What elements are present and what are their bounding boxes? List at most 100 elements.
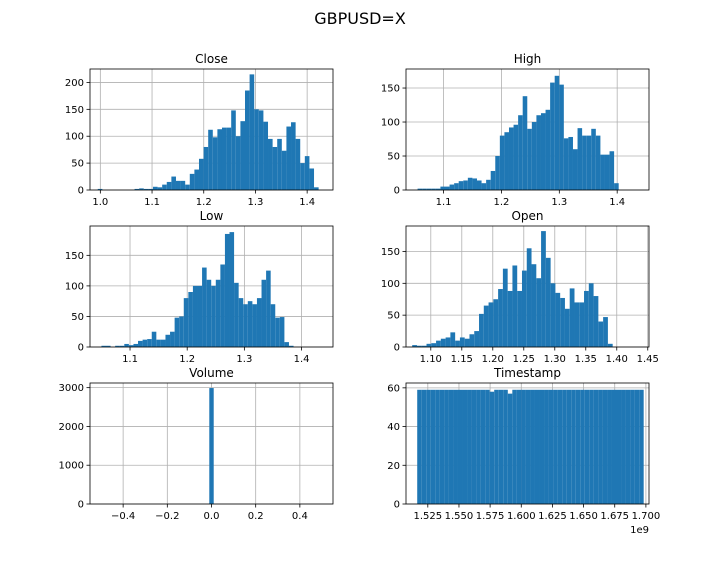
low-bar-6 [128, 345, 134, 347]
timestamp-xtick-label-3: 1.600 [507, 511, 536, 522]
open-xtick-label-7: 1.45 [637, 354, 659, 365]
timestamp-bar-45 [621, 389, 626, 504]
timestamp-bar-9 [457, 389, 463, 504]
high-bar-40 [600, 154, 605, 190]
low-bar-39 [279, 317, 285, 347]
low-bar-37 [270, 304, 276, 347]
low-bar-28 [229, 232, 235, 347]
timestamp-bar-38 [589, 389, 594, 504]
high-xtick-label-2: 1.3 [551, 197, 567, 208]
timestamp-bar-24 [525, 389, 531, 504]
volume-title: Volume [189, 366, 234, 380]
timestamp-xtick-label-5: 1.650 [569, 511, 598, 522]
high-bar-10 [463, 180, 468, 190]
close-ytick-label-1: 50 [71, 159, 84, 170]
close-bar-32 [245, 90, 250, 190]
open-bar-34 [574, 302, 580, 347]
close-bar-19 [185, 184, 190, 190]
low-bar-19 [188, 292, 193, 347]
timestamp-bar-48 [634, 389, 640, 504]
close-bar-13 [157, 187, 163, 190]
high-bar-30 [554, 75, 560, 190]
low-bar-5 [124, 343, 129, 347]
timestamp-ytick-label-1: 20 [387, 461, 400, 472]
high-bar-36 [582, 135, 587, 190]
timestamp-bar-30 [553, 389, 558, 504]
high-bar-26 [536, 115, 541, 190]
low-xtick-label-2: 1.3 [236, 354, 252, 365]
open-bar-23 [521, 270, 527, 347]
low-bar-38 [275, 317, 280, 347]
high-bar-38 [591, 128, 596, 190]
close-bar-24 [208, 129, 213, 190]
high-bar-4 [435, 188, 441, 190]
high-bar-31 [559, 84, 564, 190]
open-bar-20 [507, 290, 513, 347]
open-bar-26 [536, 278, 542, 347]
low-bar-29 [234, 282, 239, 347]
timestamp-bar-19 [503, 389, 508, 504]
timestamp-bar-34 [571, 389, 576, 504]
low-bar-31 [243, 304, 248, 347]
open-xtick-label-3: 1.25 [513, 354, 535, 365]
timestamp-bar-46 [625, 389, 631, 504]
timestamp-bar-11 [467, 389, 472, 504]
timestamp-bar-4 [435, 389, 440, 504]
open-bar-2 [421, 345, 427, 347]
timestamp-bar-26 [534, 389, 540, 504]
open-bar-31 [560, 297, 565, 347]
high-bar-11 [467, 177, 473, 190]
open-bar-6 [440, 338, 446, 347]
subplot-close: 1.0 1.1 1.2 1.3 1.4 0 50 100 150 200 Close [65, 52, 334, 208]
timestamp-bar-39 [593, 389, 599, 504]
low-bar-30 [238, 298, 244, 347]
close-bar-35 [258, 110, 264, 190]
high-ytick-label-3: 150 [381, 84, 400, 95]
high-bar-3 [431, 188, 436, 190]
open-bar-32 [564, 308, 570, 347]
high-bar-13 [476, 180, 482, 190]
timestamp-bar-10 [462, 389, 468, 504]
timestamp-bar-41 [602, 389, 608, 504]
high-bar-33 [568, 136, 573, 190]
open-bar-14 [479, 313, 484, 347]
volume-ytick-label-2: 2000 [59, 422, 84, 433]
timestamp-xtick-label-6: 1.675 [600, 511, 629, 522]
timestamp-bar-14 [480, 389, 486, 504]
close-bar-36 [263, 121, 269, 190]
open-bar-39 [598, 321, 604, 347]
open-ytick-label-3: 150 [381, 247, 400, 258]
open-xtick-label-2: 1.20 [482, 354, 504, 365]
timestamp-bar-37 [584, 389, 590, 504]
close-xtick-label-1: 1.1 [144, 197, 160, 208]
low-bar-40 [284, 342, 289, 347]
high-bar-39 [595, 135, 601, 190]
close-bar-38 [272, 146, 278, 190]
low-bar-35 [261, 279, 267, 347]
low-bar-8 [138, 340, 143, 347]
close-bar-16 [171, 176, 176, 190]
low-bar-7 [133, 343, 139, 347]
timestamp-bar-6 [444, 389, 449, 504]
timestamp-xtick-label-2: 1.575 [476, 511, 505, 522]
open-bar-22 [517, 290, 522, 347]
volume-xtick-label-4: 0.4 [292, 511, 308, 522]
low-bar-22 [202, 267, 207, 347]
low-bar-1 [106, 345, 111, 347]
timestamp-bar-22 [516, 389, 522, 504]
open-bar-37 [588, 283, 594, 347]
timestamp-bar-12 [471, 389, 477, 504]
high-bar-35 [577, 128, 583, 190]
open-bar-18 [498, 289, 503, 347]
open-bar-38 [593, 296, 599, 347]
close-bar-45 [304, 156, 310, 190]
timestamp-bar-31 [557, 389, 563, 504]
low-bar-13 [160, 339, 166, 347]
low-xtick-label-3: 1.4 [294, 354, 310, 365]
open-bar-12 [469, 334, 475, 347]
close-bar-43 [295, 138, 301, 190]
high-title: High [514, 52, 542, 66]
high-bar-18 [499, 135, 505, 190]
close-bar-18 [180, 180, 186, 190]
